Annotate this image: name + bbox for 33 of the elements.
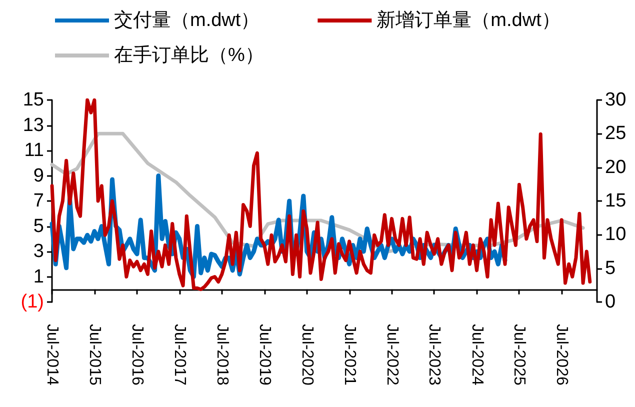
x-tick-label: Jul-2014 [44, 324, 60, 386]
y-tick-label: 3 [33, 241, 44, 262]
y-tick-label: 5 [33, 216, 44, 237]
y-tick-label: 15 [22, 90, 44, 110]
y2-tick-label: 30 [605, 90, 626, 110]
y2-tick-label: 0 [605, 292, 616, 312]
y-tick-label: (1) [20, 292, 44, 312]
line-series [50, 98, 592, 292]
x-tick-label: Jul-2020 [298, 324, 316, 386]
y2-tick-label: 20 [605, 156, 626, 178]
x-tick-label: Jul-2022 [383, 324, 400, 386]
x-tick-label: Jul-2024 [468, 324, 486, 386]
y-tick-label: 7 [33, 190, 44, 212]
x-tick-label: Jul-2015 [86, 324, 103, 386]
x-tick-label: Jul-2016 [128, 324, 146, 386]
y2-tick-label: 10 [605, 224, 626, 246]
y-tick-label: 13 [22, 114, 44, 136]
y2-tick-label: 15 [605, 190, 626, 212]
x-tick-label: Jul-2017 [170, 324, 188, 386]
x-tick-label: Jul-2026 [553, 324, 570, 386]
y2-tick-label: 25 [605, 123, 626, 144]
x-tick-label: Jul-2018 [213, 324, 230, 386]
x-tick-label: Jul-2025 [510, 324, 528, 386]
y-tick-label: 9 [33, 165, 44, 186]
y-tick-label: 1 [33, 266, 44, 288]
x-tick-label: Jul-2023 [426, 324, 443, 386]
y2-tick-label: 5 [605, 258, 616, 279]
legend-label: 交付量（m.dwt） [114, 9, 260, 31]
x-tick-label: Jul-2019 [256, 324, 273, 386]
legend-label: 在手订单比（%） [114, 45, 264, 66]
legend-label: 新增订单量（m.dwt） [376, 9, 560, 31]
y-tick-label: 11 [24, 140, 44, 161]
x-tick-label: Jul-2021 [340, 324, 358, 386]
